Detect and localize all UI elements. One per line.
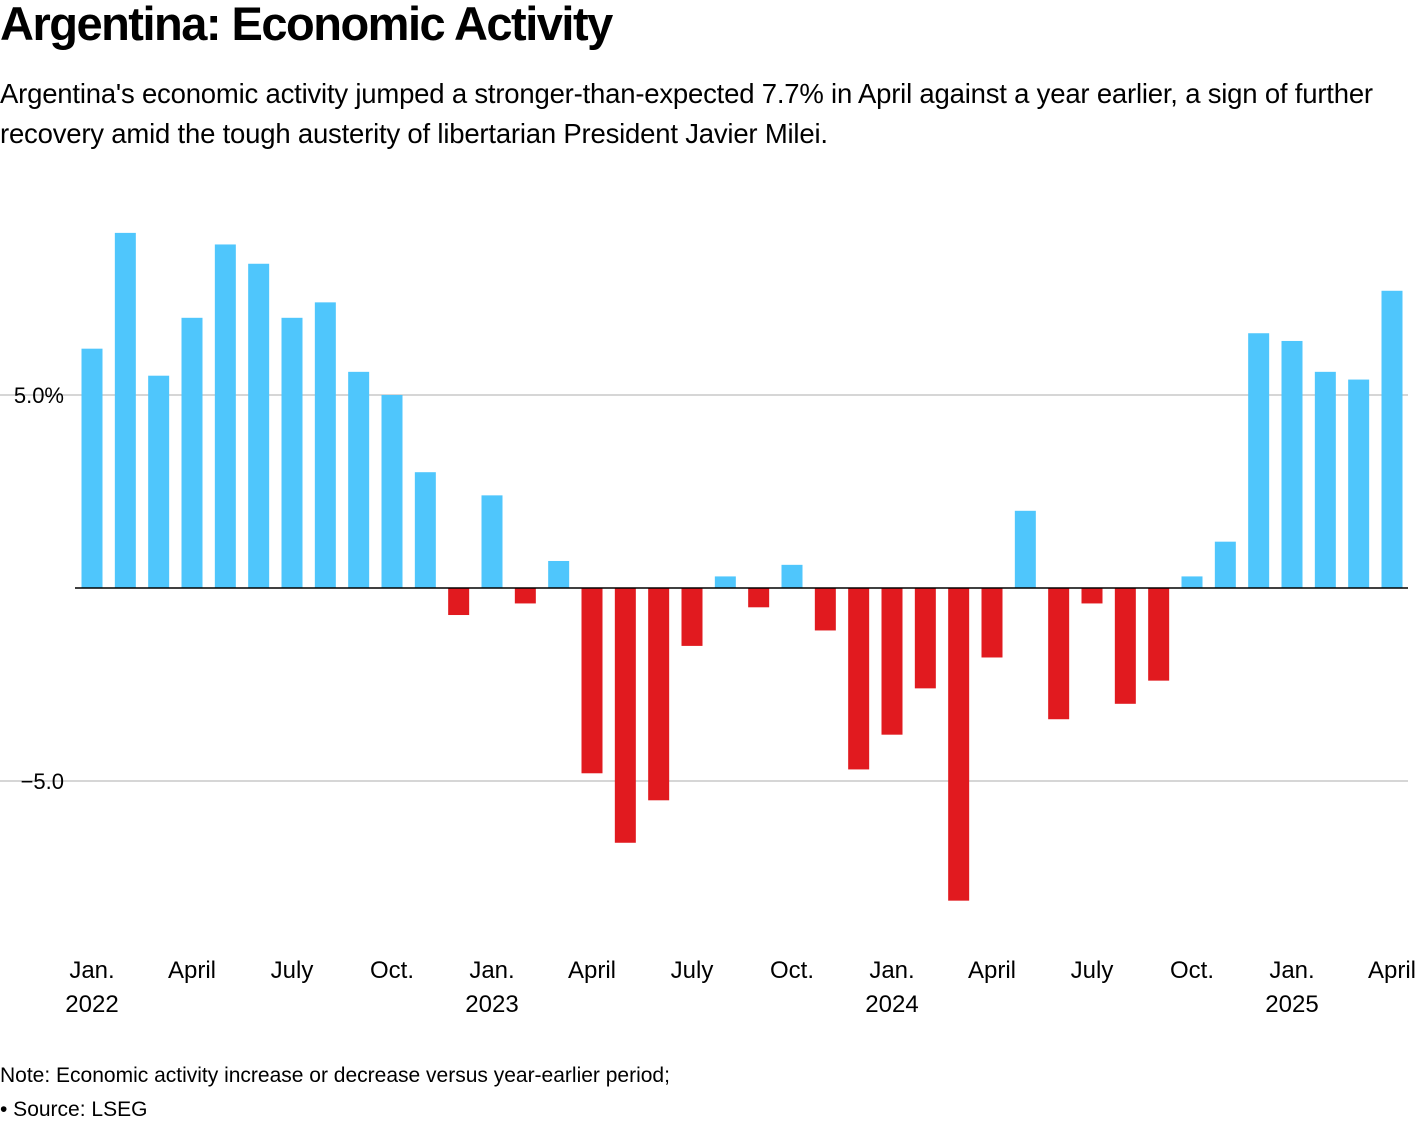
bar-2023-12 bbox=[848, 588, 870, 770]
bar-2024-04 bbox=[981, 588, 1003, 658]
bar-2024-11 bbox=[1214, 541, 1236, 588]
y-tick-label: −5.0 bbox=[21, 769, 64, 794]
bar-2024-05 bbox=[1014, 510, 1036, 588]
bar-2023-04 bbox=[581, 588, 603, 774]
bar-2024-02 bbox=[914, 588, 936, 689]
bar-2022-03 bbox=[148, 375, 170, 588]
x-tick-label: Oct. bbox=[1170, 957, 1214, 984]
bar-2024-08 bbox=[1114, 588, 1136, 704]
chart-source: • Source: LSEG bbox=[0, 1098, 148, 1121]
x-tick-label: July bbox=[671, 957, 714, 984]
x-tick-label: April bbox=[1368, 957, 1416, 984]
x-tick-label: Oct. bbox=[370, 957, 414, 984]
x-tick-label: April bbox=[568, 957, 616, 984]
bar-2023-01 bbox=[481, 495, 503, 588]
bar-2023-06 bbox=[648, 588, 670, 801]
bar-2023-10 bbox=[781, 564, 803, 588]
bar-2025-02 bbox=[1314, 371, 1336, 588]
x-tick-label: Jan. bbox=[1269, 957, 1314, 984]
chart-title: Argentina: Economic Activity bbox=[0, 0, 613, 50]
bar-2024-09 bbox=[1148, 588, 1170, 681]
x-tick-label: Jan. bbox=[469, 957, 514, 984]
bar-2025-04 bbox=[1381, 290, 1403, 588]
bar-2022-02 bbox=[114, 232, 136, 588]
bars bbox=[75, 232, 1408, 901]
y-tick-label: 5.0% bbox=[14, 383, 64, 408]
x-tick-label: July bbox=[271, 957, 314, 984]
bar-2023-07 bbox=[681, 588, 703, 646]
bar-2022-06 bbox=[248, 263, 270, 588]
bar-2024-01 bbox=[881, 588, 903, 735]
bar-2023-11 bbox=[814, 588, 836, 631]
x-tick-label: Jan. bbox=[69, 957, 114, 984]
bar-2023-05 bbox=[614, 588, 636, 843]
chart-subtitle: Argentina's economic activity jumped a s… bbox=[0, 78, 1373, 149]
x-tick-year-label: 2024 bbox=[865, 991, 918, 1018]
x-tick-label: Jan. bbox=[869, 957, 914, 984]
bar-2022-10 bbox=[381, 395, 403, 588]
bar-2023-03 bbox=[548, 560, 570, 588]
bar-2024-12 bbox=[1248, 333, 1270, 588]
bar-2025-03 bbox=[1348, 379, 1370, 588]
x-tick-label: July bbox=[1071, 957, 1114, 984]
x-axis-ticks: Jan. 2022 April July Oct. Jan. 2023 April July Oc… bbox=[65, 957, 1416, 1018]
x-tick-label: Oct. bbox=[770, 957, 814, 984]
bar-2022-01 bbox=[81, 348, 103, 588]
bar-2024-03 bbox=[948, 588, 970, 901]
bar-2022-07 bbox=[281, 317, 303, 588]
bar-2025-01 bbox=[1281, 340, 1303, 588]
bar-2023-09 bbox=[748, 588, 770, 608]
bar-2022-04 bbox=[181, 317, 203, 588]
bar-2024-07 bbox=[1081, 588, 1103, 604]
bar-2022-05 bbox=[214, 244, 236, 588]
x-tick-year-label: 2023 bbox=[465, 991, 518, 1018]
bar-2024-06 bbox=[1048, 588, 1070, 720]
chart-note: Note: Economic activity increase or decr… bbox=[0, 1064, 670, 1087]
x-tick-label: April bbox=[968, 957, 1016, 984]
x-tick-year-label: 2022 bbox=[65, 991, 118, 1018]
x-tick-label: April bbox=[168, 957, 216, 984]
bar-2022-09 bbox=[348, 371, 370, 588]
bar-2022-12 bbox=[448, 588, 470, 616]
bar-2022-11 bbox=[414, 472, 436, 588]
bar-2024-10 bbox=[1181, 576, 1203, 588]
bar-2022-08 bbox=[314, 302, 336, 588]
bar-2023-02 bbox=[514, 588, 536, 604]
x-tick-year-label: 2025 bbox=[1265, 991, 1318, 1018]
bar-2023-08 bbox=[714, 576, 736, 588]
